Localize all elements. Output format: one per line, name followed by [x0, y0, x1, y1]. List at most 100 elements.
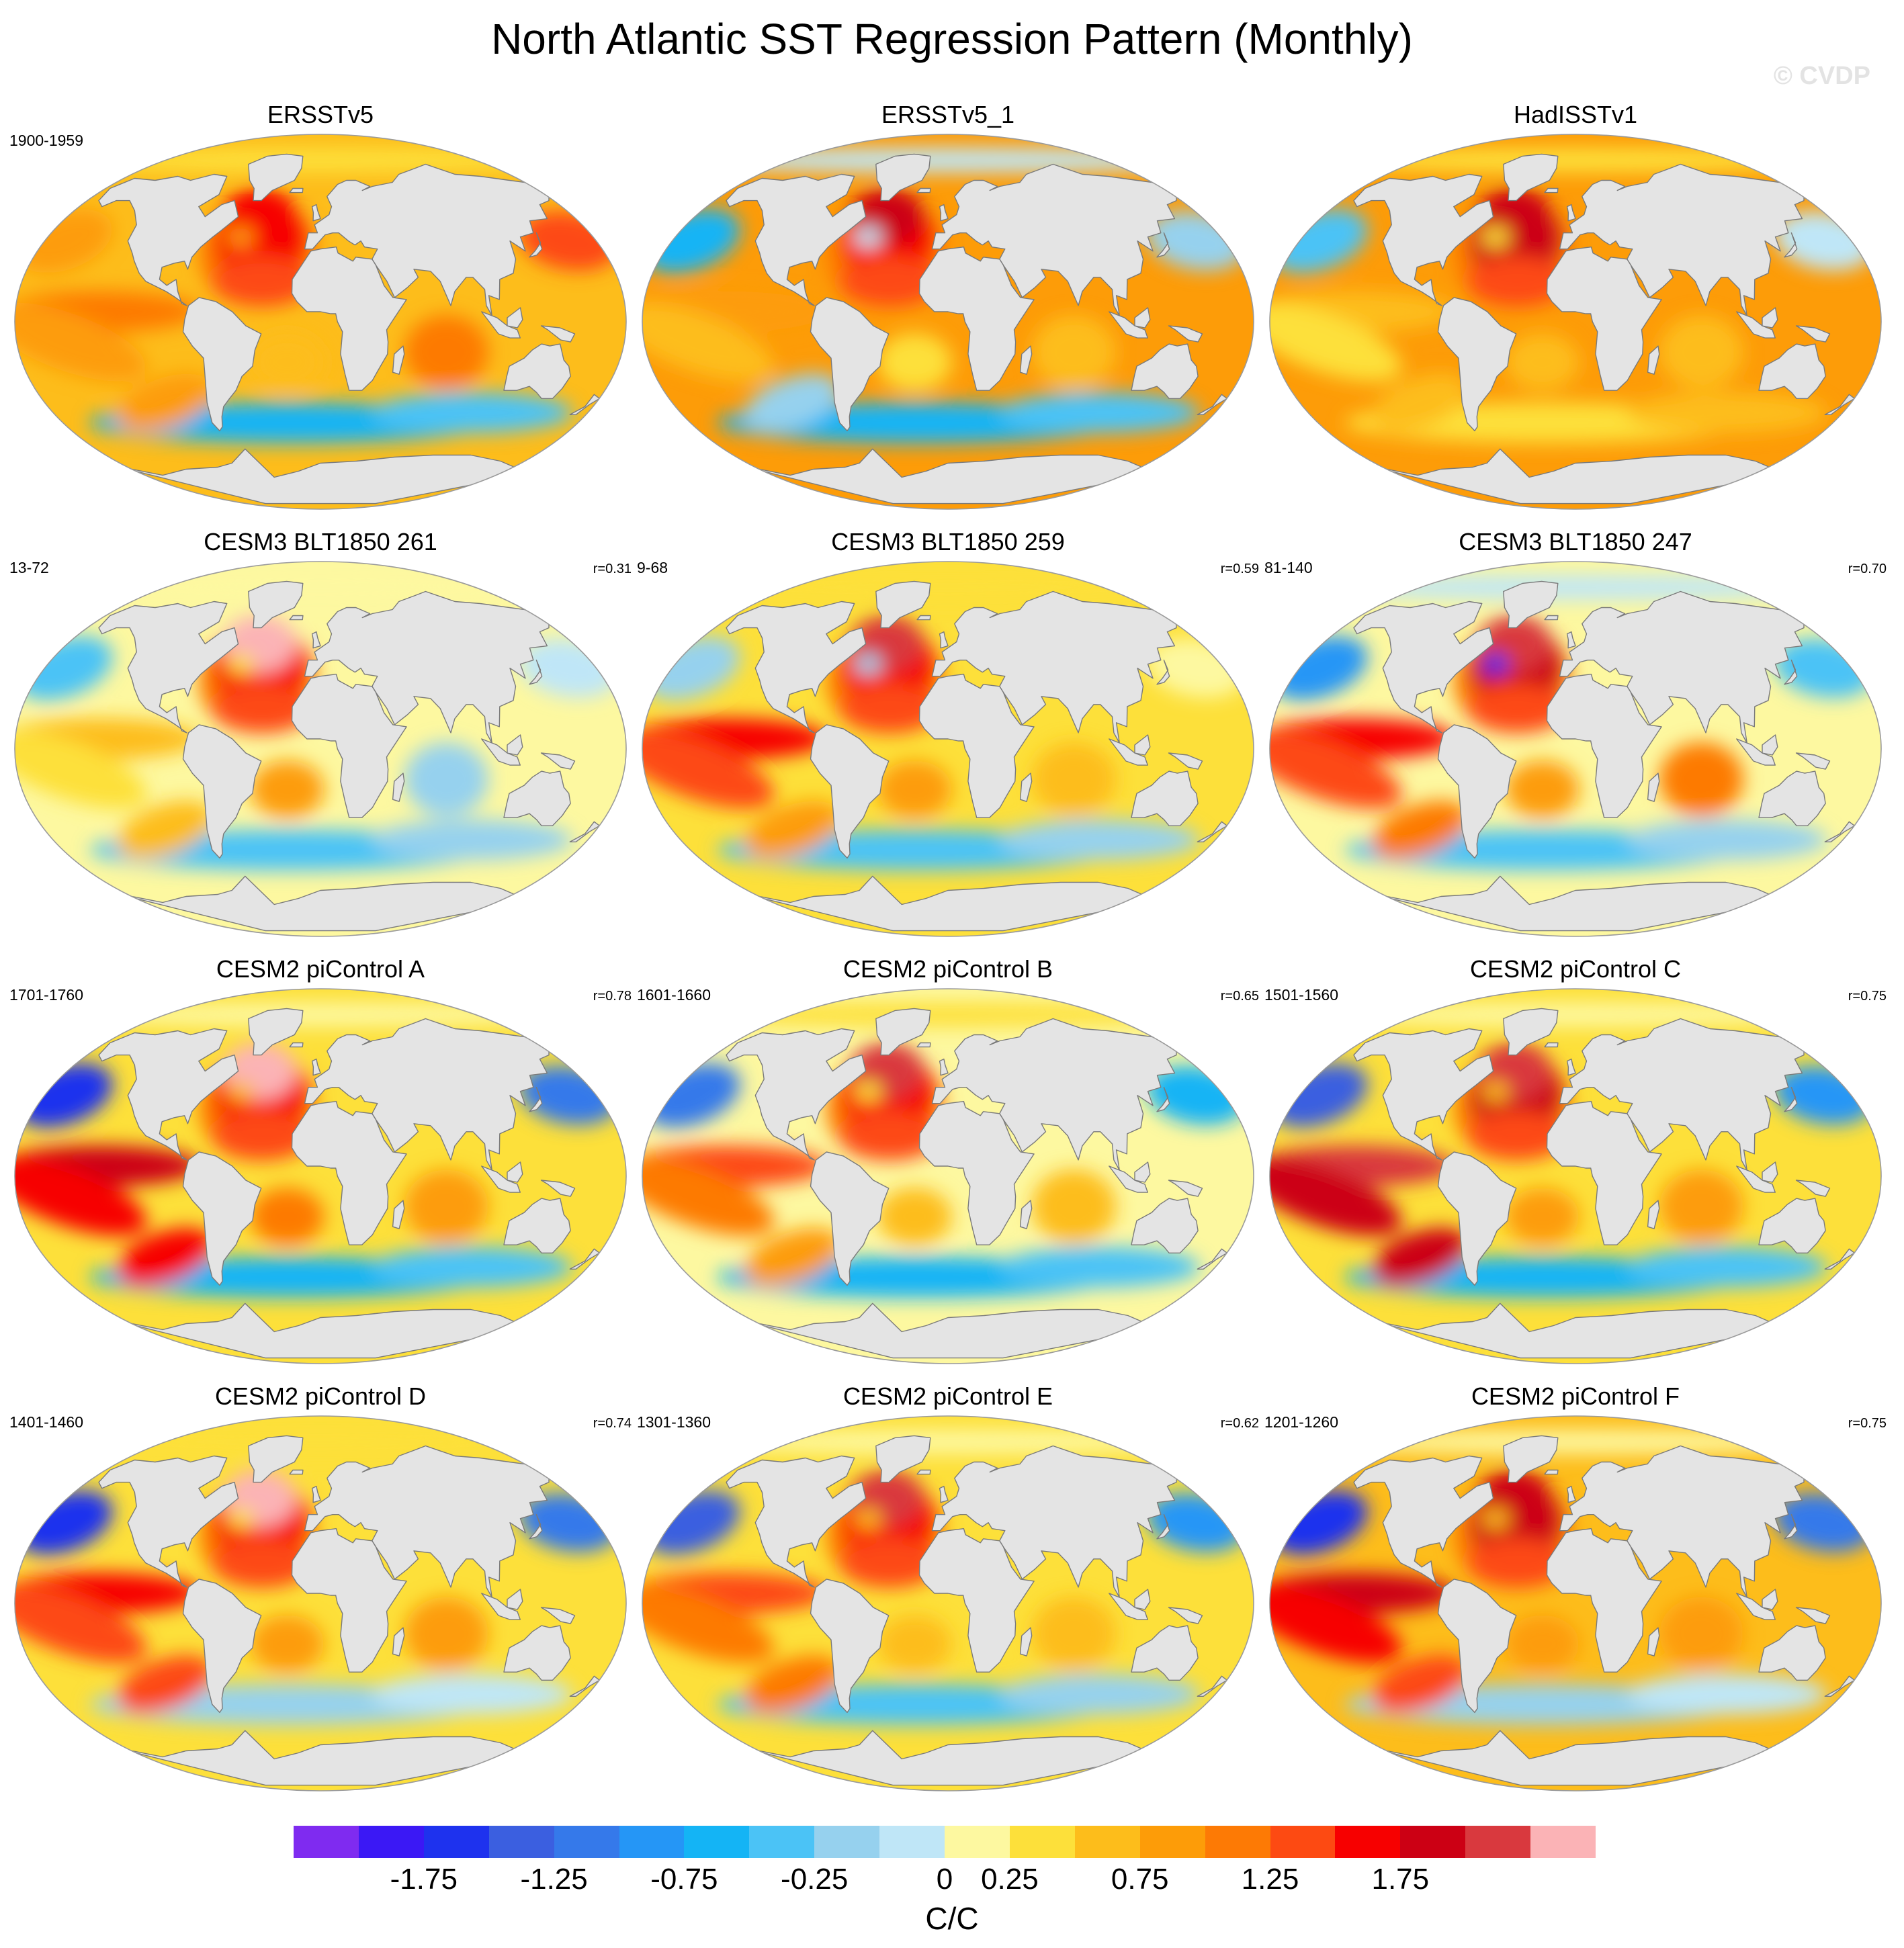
sst-anomaly-region [1031, 1169, 1116, 1243]
landmass [529, 660, 543, 685]
colorbar-tick-label: 0.25 [981, 1863, 1039, 1896]
landmass [481, 1593, 521, 1620]
landmass [875, 153, 931, 202]
landmass [289, 187, 304, 193]
landmass [1546, 247, 1662, 391]
sst-anomaly-region [855, 226, 881, 247]
panel-correlation: r=0.65 [1220, 989, 1259, 1004]
sst-anomaly-region [1482, 654, 1509, 674]
sst-anomaly-region [227, 1081, 254, 1102]
map-border [14, 561, 627, 937]
sst-anomaly-region [250, 1615, 324, 1673]
landmass [1109, 738, 1148, 766]
map-border [1269, 1415, 1882, 1791]
landmass [939, 1058, 949, 1076]
sst-map [642, 988, 1254, 1364]
landmass [1544, 1469, 1559, 1475]
colorbar-swatch [1335, 1826, 1401, 1858]
landmass [1503, 580, 1559, 629]
sst-anomaly-region [1290, 575, 1861, 600]
landmass [1758, 1625, 1826, 1681]
sst-anomaly-region [35, 1002, 606, 1027]
sst-anomaly-region [998, 1246, 1200, 1288]
sst-map [14, 561, 627, 937]
sst-map [642, 561, 1254, 937]
sst-anomaly-region [839, 257, 941, 306]
sst-anomaly-region [35, 1429, 606, 1454]
landmass [540, 752, 576, 770]
map-panel: CESM2 piControl D 1401-1460 r=0.74 [9, 1381, 632, 1811]
landmass [1134, 307, 1151, 328]
landmass [1546, 1528, 1662, 1673]
map-panel: CESM3 BLT1850 247 81-140 r=0.70 [1264, 527, 1887, 957]
panel-title: CESM3 BLT1850 261 [204, 528, 437, 556]
landmass [1762, 307, 1778, 328]
sst-anomaly-region [35, 148, 606, 173]
landmass [918, 1528, 1035, 1673]
colorbar-units: C/C [925, 1901, 979, 1936]
landmass [1437, 1579, 1517, 1714]
sst-anomaly-region [371, 1673, 572, 1715]
map-border [642, 134, 1254, 510]
sst-anomaly-region [1270, 1157, 1402, 1236]
colorbar-swatch [294, 1826, 359, 1858]
landmass [1736, 311, 1776, 339]
sst-map [1269, 988, 1882, 1364]
panel-correlation: r=0.78 [593, 989, 632, 1004]
panel-title: CESM3 BLT1850 247 [1459, 528, 1692, 556]
sst-anomaly-region [839, 684, 941, 734]
colorbar-swatch [358, 1826, 425, 1858]
landmass [98, 173, 239, 306]
sst-anomaly-region [744, 801, 841, 859]
colorbar-swatch [684, 1826, 750, 1858]
sst-anomaly-region [212, 1538, 313, 1588]
sst-anomaly-region [117, 373, 214, 432]
sst-anomaly-region [404, 1597, 488, 1671]
map-border [14, 988, 627, 1364]
sst-anomaly-region [855, 1081, 881, 1102]
map-panel: HadISSTv1 [1264, 99, 1887, 529]
sst-anomaly-region [227, 226, 254, 247]
map-panel: ERSSTv5 1900-1959 [9, 99, 632, 529]
colorbar-swatch [1270, 1826, 1336, 1858]
map-border [1269, 561, 1882, 937]
sst-anomaly-region [855, 1508, 881, 1529]
landmass [311, 1485, 321, 1503]
landmass [1168, 1180, 1203, 1197]
landmass [1566, 204, 1576, 222]
landmass [939, 1485, 949, 1503]
map-border [1269, 134, 1882, 510]
panel-correlation: r=0.74 [593, 1416, 632, 1431]
sst-anomaly-region [744, 1228, 841, 1286]
landmass [289, 615, 304, 621]
panel-period: 1701-1760 [9, 986, 83, 1004]
panel-title: ERSSTv5_1 [881, 101, 1015, 128]
map-panel: CESM2 piControl E 1301-1360 r=0.62 [637, 1381, 1259, 1811]
landmass [1109, 1593, 1148, 1620]
landmass [1647, 1200, 1660, 1229]
landmass [1168, 752, 1203, 770]
landmass [1736, 1165, 1776, 1193]
sst-anomaly-region [877, 1615, 952, 1673]
colorbar-tick-label: -1.25 [520, 1863, 588, 1896]
panel-title: ERSSTv5 [267, 101, 374, 128]
sst-anomaly-region [117, 1655, 214, 1714]
sst-anomaly-region [642, 729, 775, 809]
sst-anomaly-region [662, 1429, 1234, 1454]
sst-map [14, 988, 627, 1364]
landmass [1784, 1514, 1798, 1540]
landmass [503, 1198, 571, 1253]
landmass [918, 1101, 1035, 1245]
sst-anomaly-region [1505, 760, 1580, 818]
landmass [182, 1579, 262, 1714]
sst-anomaly-region [1372, 801, 1469, 859]
landmass [1156, 1087, 1170, 1112]
sst-anomaly-region [744, 1655, 841, 1714]
sst-anomaly-region [1031, 315, 1116, 389]
landmass [481, 311, 521, 339]
landmass [291, 1101, 407, 1245]
sst-map [14, 1415, 627, 1791]
landmass [1566, 1485, 1576, 1503]
colorbar-tick-label: -1.75 [390, 1863, 458, 1896]
landmass [392, 772, 405, 802]
